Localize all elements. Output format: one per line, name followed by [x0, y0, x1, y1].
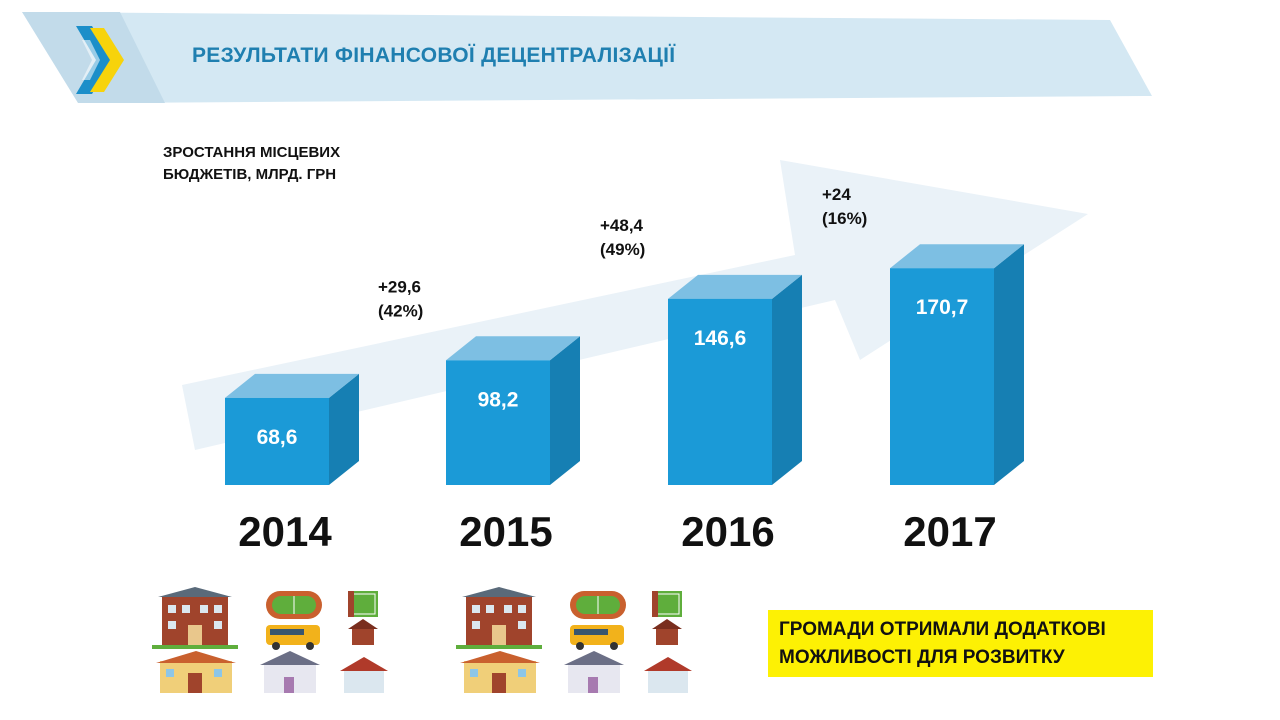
year-label-2014: 2014 [238, 508, 332, 555]
bar-2017 [890, 268, 994, 485]
small-house-icon [652, 619, 682, 645]
school-bus-icon [266, 625, 320, 650]
budget-chart: 68,6 2014 98,2 2015 146,6 2016 170,7 2017 +29,6 (… [182, 160, 1088, 555]
callout-line-2: МОЖЛИВОСТІ ДЛЯ РОЗВИТКУ [779, 647, 1065, 668]
bar-side-2017 [994, 244, 1024, 485]
growth-percent-2015: (42%) [378, 301, 423, 320]
growth-amount-2017: +24 [822, 185, 851, 204]
kindergarten-icon [460, 651, 540, 693]
small-house-icon [348, 619, 378, 645]
ylabel-line-2: БЮДЖЕТІВ, МЛРД. ГРН [163, 166, 337, 183]
buildings-group-left [152, 587, 388, 693]
football-field-icon [652, 591, 682, 617]
value-label-2017: 170,7 [916, 296, 969, 319]
kindergarten-icon [156, 651, 236, 693]
stadium-icon [570, 591, 626, 619]
value-label-2014: 68,6 [257, 426, 298, 449]
callout-box: ГРОМАДИ ОТРИМАЛИ ДОДАТКОВІ МОЖЛИВОСТІ ДЛ… [768, 610, 1153, 677]
cottage-icon [644, 657, 692, 693]
growth-percent-2017: (16%) [822, 209, 867, 228]
year-label-2017: 2017 [903, 508, 996, 555]
bar-2016 [668, 298, 772, 485]
bar-side-2014 [329, 373, 359, 485]
value-label-2016: 146,6 [694, 327, 747, 350]
bar-top-2015 [446, 336, 580, 361]
bar-top-2014 [225, 373, 359, 398]
growth-amount-2015: +29,6 [378, 277, 421, 296]
trend-arrow [182, 160, 1088, 450]
chart-ylabel: ЗРОСТАННЯ МІСЦЕВИХ БЮДЖЕТІВ, МЛРД. ГРН [163, 142, 340, 186]
callout-line-1: ГРОМАДИ ОТРИМАЛИ ДОДАТКОВІ [779, 619, 1106, 640]
bar-2014 [225, 397, 329, 485]
bar-side-2015 [550, 336, 580, 485]
bar-top-2016 [668, 274, 802, 299]
cottage-icon [340, 657, 388, 693]
clinic-icon [564, 651, 624, 693]
buildings-group-right [456, 587, 692, 693]
year-label-2016: 2016 [681, 508, 774, 555]
value-label-2015: 98,2 [478, 388, 519, 411]
school-bus-icon [570, 625, 624, 650]
year-label-2015: 2015 [459, 508, 552, 555]
bar-side-2016 [772, 274, 802, 485]
chevron-arrows-logo-icon [76, 26, 124, 94]
stadium-icon [266, 591, 322, 619]
school-building-icon [456, 587, 542, 649]
slide-title: РЕЗУЛЬТАТИ ФІНАНСОВОЇ ДЕЦЕНТРАЛІЗАЦІЇ [192, 44, 676, 67]
growth-percent-2016: (49%) [600, 240, 645, 259]
growth-amount-2016: +48,4 [600, 216, 644, 235]
header-banner [22, 12, 1152, 103]
clinic-icon [260, 651, 320, 693]
bar-2015 [446, 360, 550, 485]
school-building-icon [152, 587, 238, 649]
bar-top-2017 [890, 244, 1024, 269]
football-field-icon [348, 591, 378, 617]
ylabel-line-1: ЗРОСТАННЯ МІСЦЕВИХ [163, 144, 341, 161]
